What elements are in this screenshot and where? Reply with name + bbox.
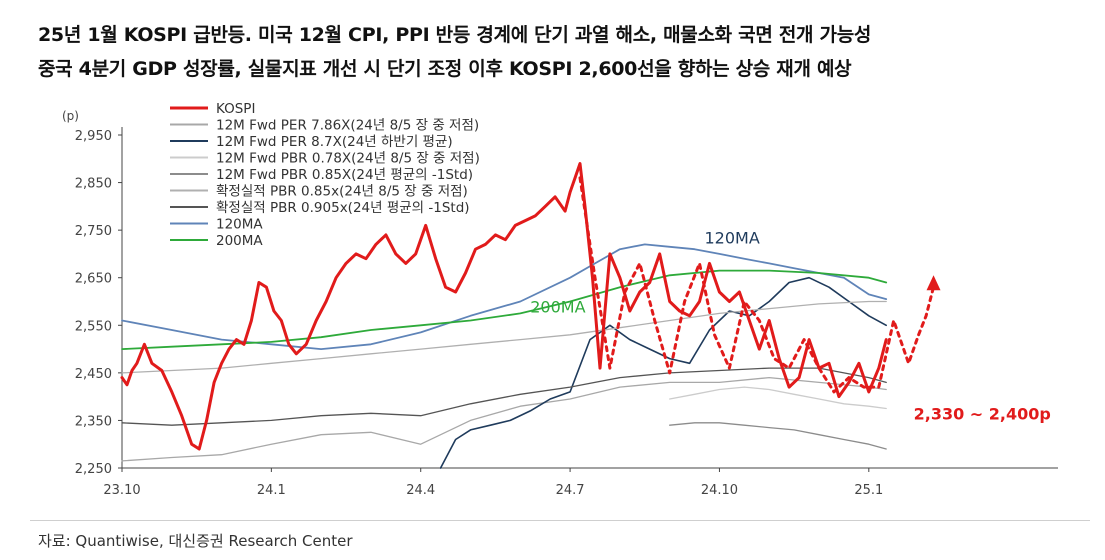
chart-annotation: 2,330 ~ 2,400p [914,404,1051,423]
legend-label: 200MA [216,233,263,249]
series-line [439,276,888,469]
y-unit-label: (p) [62,109,79,123]
legend-label: 확정실적 PBR 0.85x(24년 8/5 장 중 저점) [216,184,468,200]
x-tick-label: 24.10 [701,483,738,498]
legend-label: 12M Fwd PBR 0.85X(24년 평균의 -1Std) [216,167,473,183]
x-tick-label: 23.10 [103,483,140,498]
y-tick-label: 2,850 [75,177,112,192]
series-line-forecast [578,176,935,394]
forecast-arrowhead [926,275,941,291]
series-line [669,386,887,410]
y-tick-label: 2,650 [75,272,112,287]
chart-annotation: 120MA [705,228,760,247]
series-line [669,422,887,450]
x-tick-label: 24.4 [406,483,435,498]
y-tick-label: 2,950 [75,129,112,144]
series-line [120,162,888,451]
source-divider [30,520,1090,521]
legend-label: KOSPI [216,101,255,117]
title-line-2: 중국 4분기 GDP 성장률, 실물지표 개선 시 단기 조정 이후 KOSPI… [38,58,852,80]
x-tick-label: 24.1 [257,483,286,498]
x-tick-label: 24.7 [556,483,585,498]
legend-label: 확정실적 PBR 0.905x(24년 평균의 -1Std) [216,200,470,216]
y-tick-label: 2,750 [75,224,112,239]
title-line-1: 25년 1월 KOSPI 급반등. 미국 12월 CPI, PPI 반등 경계에… [38,24,872,46]
y-tick-label: 2,250 [75,462,112,477]
series-line [121,269,888,351]
source-note: 자료: Quantiwise, 대신증권 Research Center [38,532,353,550]
legend-label: 120MA [216,217,263,233]
chart-annotation: 200MA [530,297,585,316]
series-line [121,367,887,426]
legend-label: 12M Fwd PER 7.86X(24년 8/5 장 중 저점) [216,118,479,134]
y-tick-label: 2,550 [75,319,112,334]
series-line [121,300,887,374]
y-tick-label: 2,450 [75,367,112,382]
kospi-line-chart: (p) 2,950 2,850 2,750 2,650 2,550 2,450 2,350 2,… [62,101,1058,498]
legend-label: 12M Fwd PBR 0.78X(24년 8/5 장 중 저점) [216,151,480,167]
y-tick-label: 2,350 [75,414,112,429]
x-tick-label: 25.1 [854,483,883,498]
legend-label: 12M Fwd PER 8.7X(24년 하반기 평균) [216,134,453,150]
